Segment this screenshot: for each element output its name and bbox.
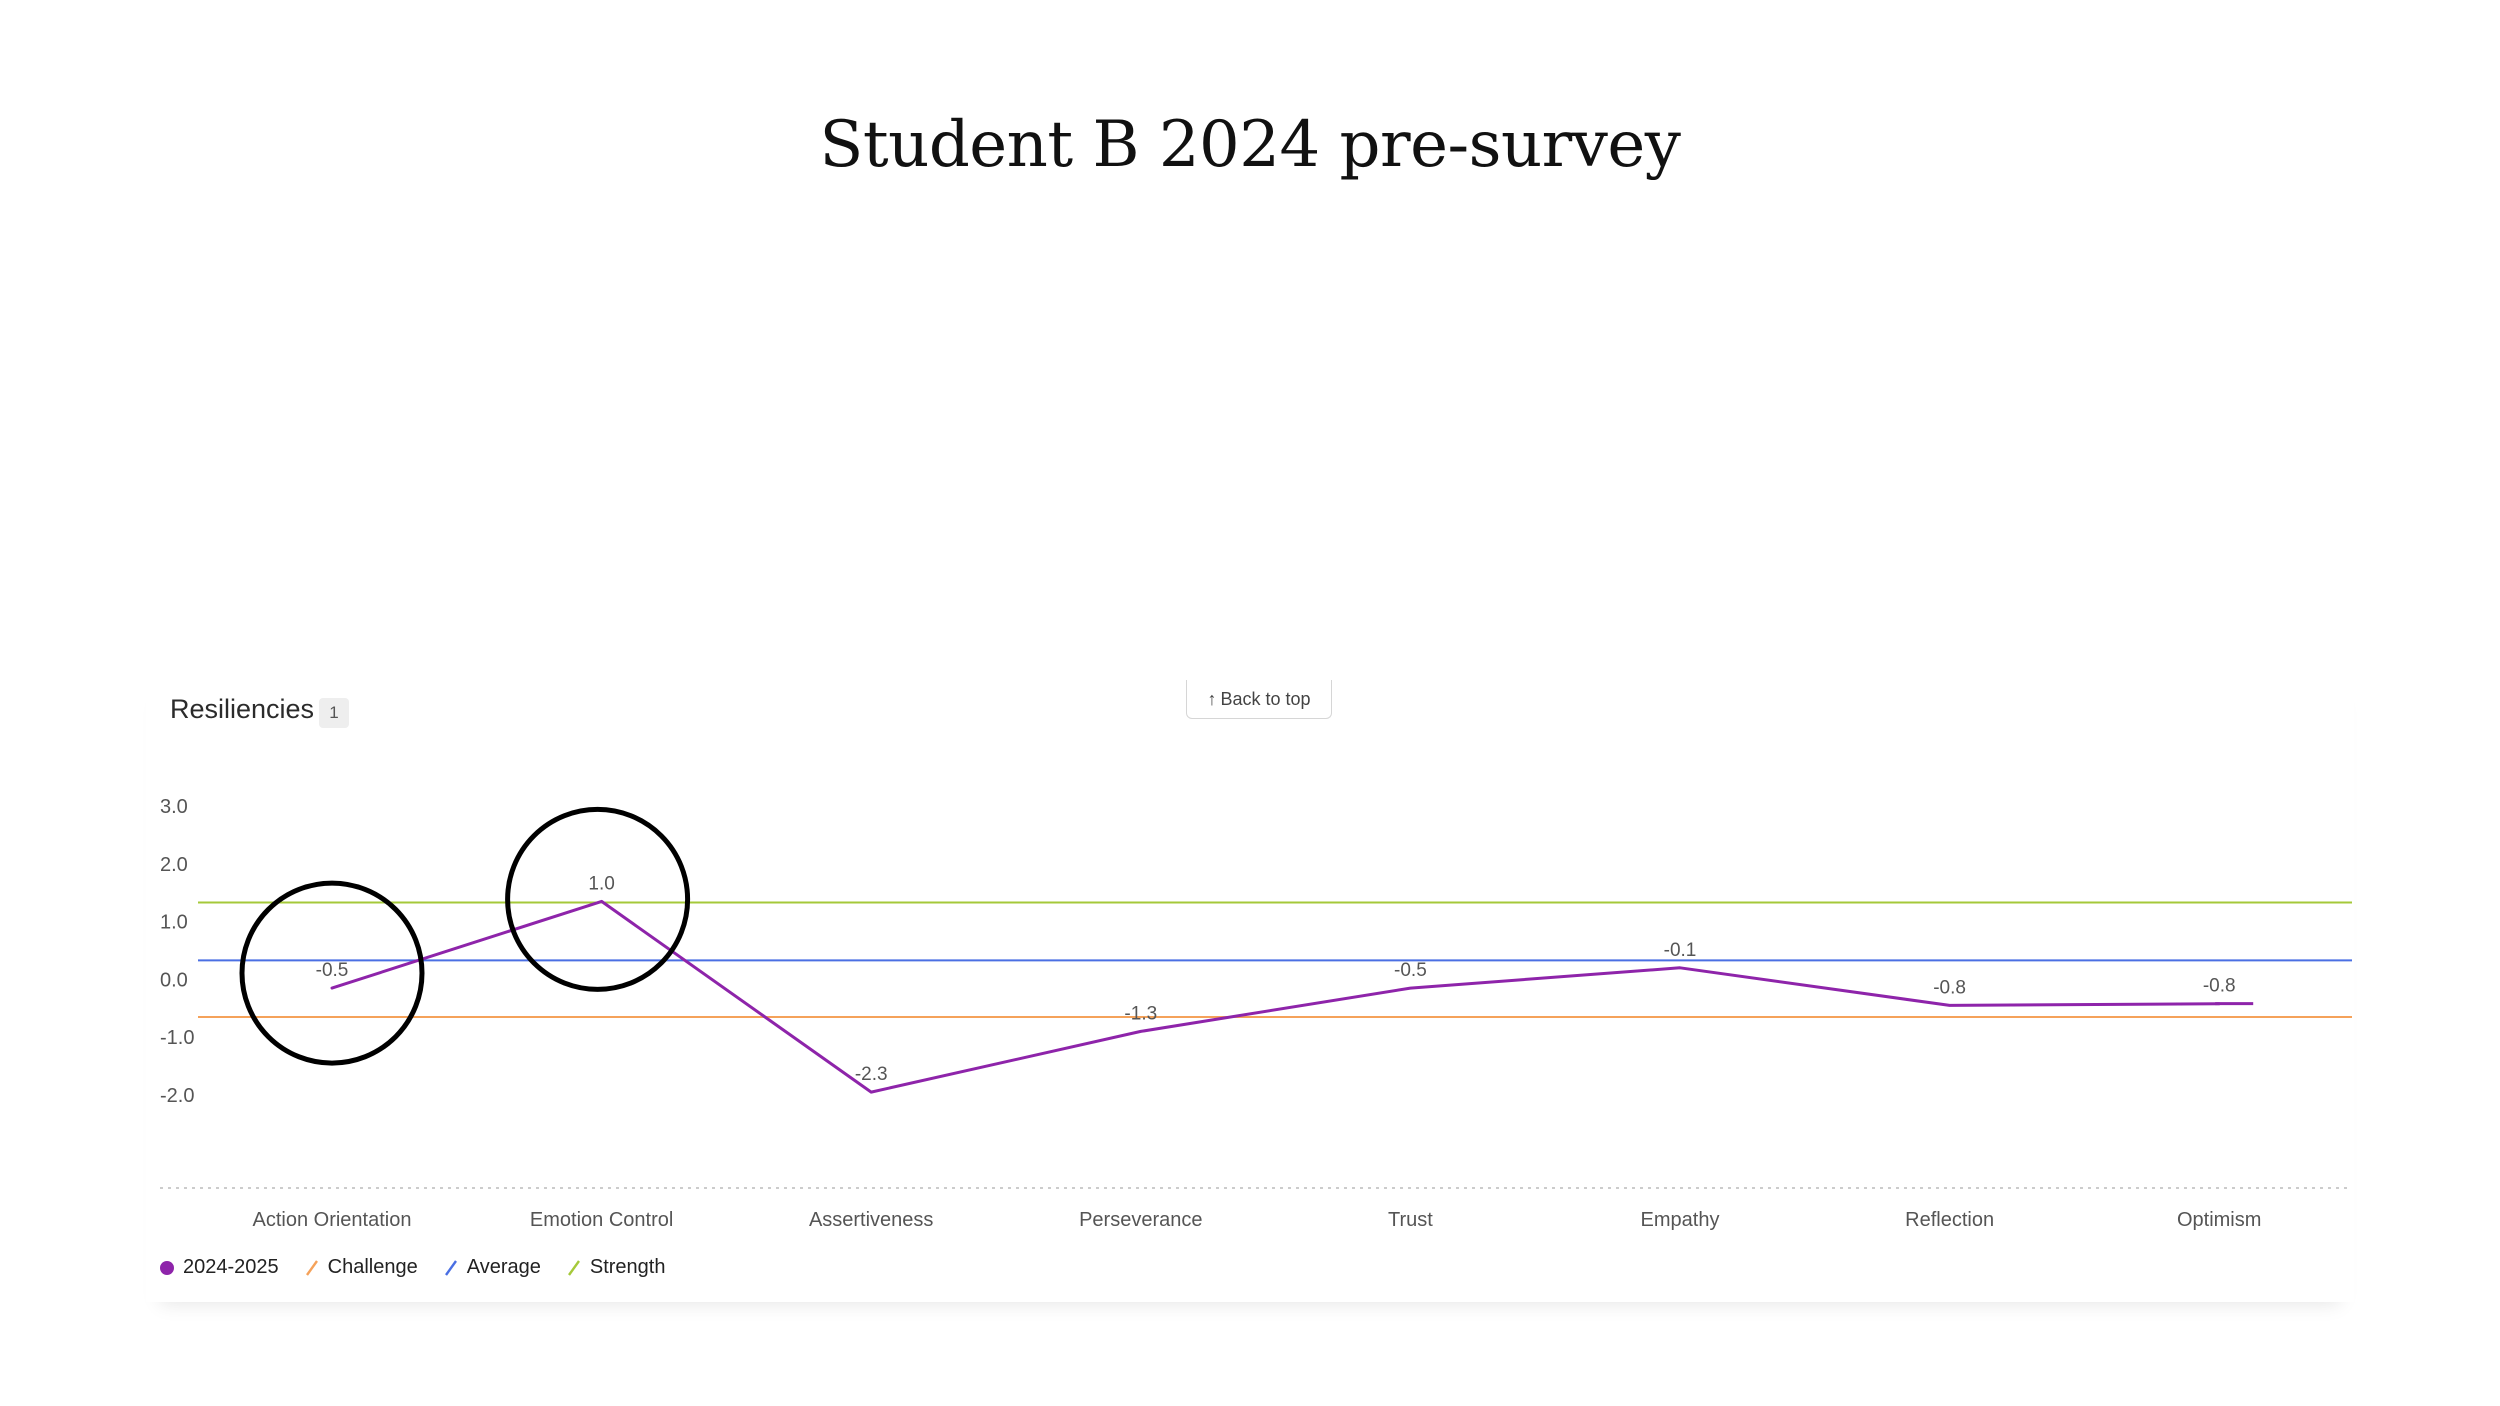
chart-panel bbox=[146, 672, 2354, 1302]
legend-label-series: 2024-2025 bbox=[183, 1256, 279, 1278]
y-tick-label: 1.0 bbox=[160, 912, 188, 934]
data-label: -1.3 bbox=[1124, 1003, 1157, 1024]
legend-label-average: Average bbox=[466, 1256, 541, 1278]
x-tick-label: Emotion Control bbox=[530, 1209, 673, 1231]
count-badge: 1 bbox=[319, 698, 349, 728]
back-to-top-label: Back to top bbox=[1220, 688, 1311, 709]
series-line bbox=[330, 899, 2221, 1094]
legend-slash-icon bbox=[305, 1259, 318, 1276]
y-tick-label: 2.0 bbox=[160, 854, 188, 876]
y-tick-label: -1.0 bbox=[160, 1027, 194, 1049]
x-tick-label: Perseverance bbox=[1079, 1209, 1202, 1231]
legend-item-strength[interactable]: Strength bbox=[567, 1256, 666, 1279]
chart-legend: 2024-2025 Challenge Average Strength bbox=[160, 1256, 665, 1279]
y-tick-label: 0.0 bbox=[160, 969, 188, 991]
data-label: -0.5 bbox=[1394, 960, 1427, 981]
data-label: -0.8 bbox=[1933, 977, 1966, 998]
x-tick-label: Trust bbox=[1388, 1209, 1433, 1231]
x-tick-label: Reflection bbox=[1905, 1209, 1994, 1231]
legend-item-average[interactable]: Average bbox=[444, 1256, 541, 1279]
section-title: Resiliencies bbox=[170, 694, 315, 724]
legend-item-series[interactable]: 2024-2025 bbox=[160, 1256, 279, 1279]
legend-label-strength: Strength bbox=[589, 1256, 666, 1278]
data-label: 1.0 bbox=[588, 873, 614, 894]
data-label: -2.3 bbox=[855, 1064, 888, 1085]
legend-slash-icon bbox=[444, 1259, 457, 1276]
legend-dot-icon bbox=[160, 1260, 174, 1275]
legend-label-challenge: Challenge bbox=[327, 1256, 418, 1278]
data-label: -0.8 bbox=[2203, 976, 2236, 997]
x-tick-label: Optimism bbox=[2177, 1209, 2261, 1231]
y-tick-label: -2.0 bbox=[160, 1085, 194, 1107]
x-tick-label: Empathy bbox=[1641, 1209, 1720, 1231]
data-label: -0.5 bbox=[316, 960, 349, 981]
page-title: Student B 2024 pre-survey bbox=[819, 108, 1681, 182]
data-label: -0.1 bbox=[1664, 940, 1697, 961]
y-tick-label: 3.0 bbox=[160, 796, 188, 818]
back-to-top-button[interactable]: ↑ Back to top bbox=[1186, 680, 1332, 719]
x-tick-label: Action Orientation bbox=[253, 1209, 412, 1231]
legend-slash-icon bbox=[567, 1259, 580, 1276]
annotation-circle bbox=[505, 806, 691, 992]
annotation-circle bbox=[239, 880, 425, 1066]
arrow-up-icon: ↑ bbox=[1207, 688, 1217, 709]
x-tick-label: Assertiveness bbox=[809, 1209, 934, 1231]
legend-item-challenge[interactable]: Challenge bbox=[305, 1256, 418, 1279]
